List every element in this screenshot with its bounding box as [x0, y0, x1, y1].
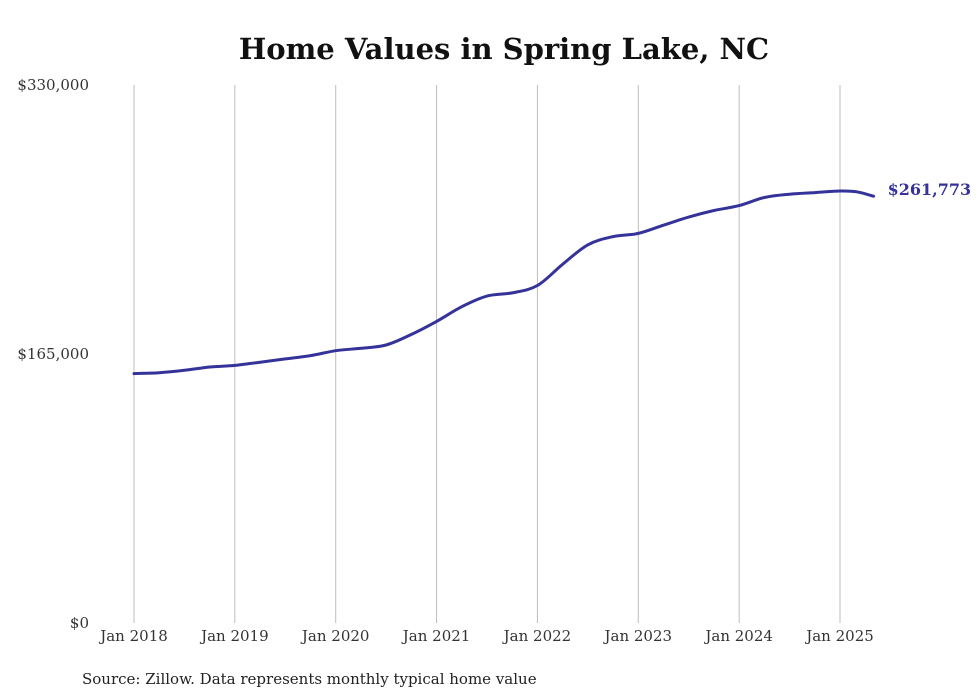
x-tick-label: Jan 2018 — [98, 627, 168, 645]
x-tick-label: Jan 2021 — [401, 627, 471, 645]
x-tick-label: Jan 2024 — [703, 627, 773, 645]
y-tick-label: $0 — [70, 614, 89, 632]
end-value-label: $261,773 — [888, 180, 972, 199]
source-note: Source: Zillow. Data represents monthly … — [82, 670, 537, 688]
series-line-0 — [132, 189, 876, 376]
x-tick-label: Jan 2019 — [199, 627, 269, 645]
series-layer — [132, 189, 876, 376]
y-tick-label: $165,000 — [17, 345, 89, 363]
x-tick-label: Jan 2025 — [804, 627, 874, 645]
x-axis-tick-labels: Jan 2018 Jan 2019 Jan 2020 Jan 2021 Jan 2022… — [98, 627, 874, 645]
y-tick-label: $330,000 — [17, 76, 89, 94]
x-tick-label: Jan 2020 — [300, 627, 370, 645]
chart-title: Home Values in Spring Lake, NC — [239, 32, 769, 66]
vertical-gridlines — [133, 85, 841, 623]
x-tick-label: Jan 2023 — [603, 627, 673, 645]
y-axis-tick-labels: $0 $165,000 $330,000 — [17, 76, 89, 632]
x-tick-label: Jan 2022 — [502, 627, 572, 645]
